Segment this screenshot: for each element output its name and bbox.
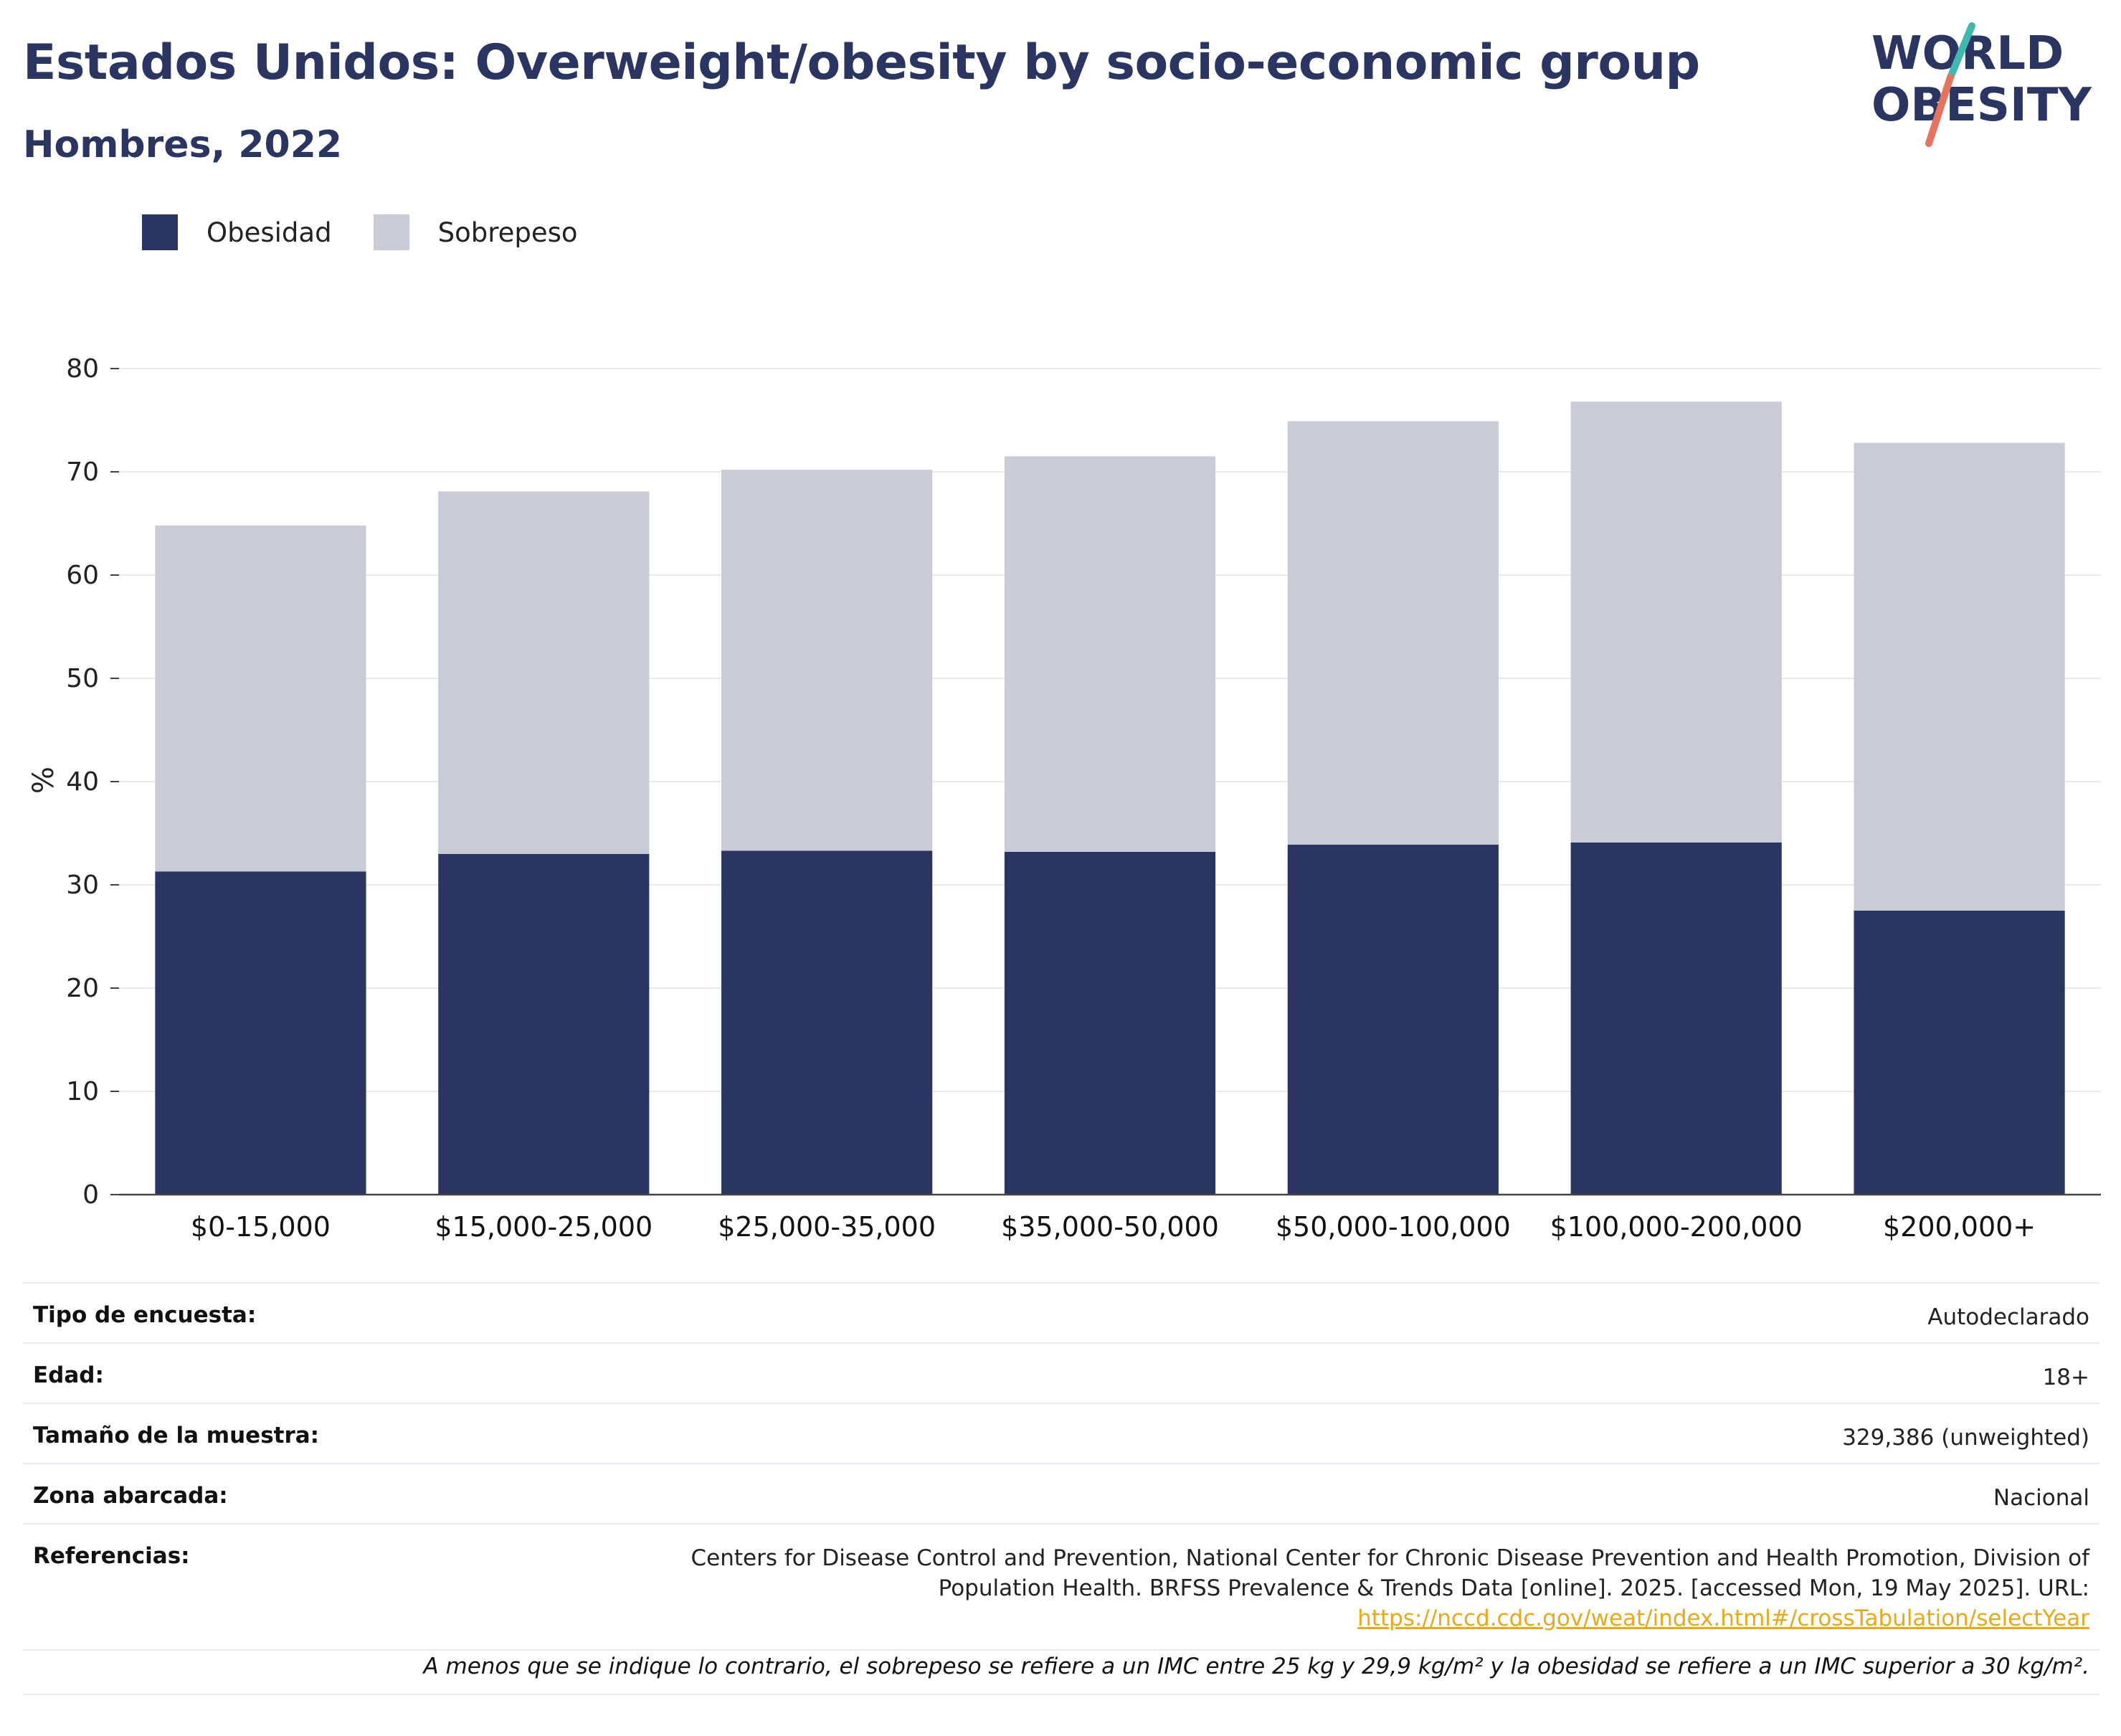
meta-label: Zona abarcada: [33,1483,228,1509]
meta-value: Nacional [1993,1485,2089,1511]
meta-value: Autodeclarado [1927,1304,2089,1330]
references-text: Centers for Disease Control and Preventi… [691,1543,2090,1633]
y-tick-label: 70 [66,457,99,487]
world-obesity-logo: WORLD OBESITY [1871,22,2092,147]
bar-obesidad-4[interactable] [1287,844,1499,1195]
bar-obesidad-3[interactable] [1004,851,1216,1195]
bar-sobrepeso-0[interactable] [155,525,366,872]
chart-title: Estados Unidos: Overweight/obesity by so… [23,34,1700,91]
meta-label: Tamaño de la muestra: [33,1423,320,1448]
meta-row-references: Referencias: Centers for Disease Control… [23,1524,2099,1651]
x-tick-label: $50,000-100,000 [1276,1211,1511,1243]
y-tick-label: 80 [66,354,99,384]
bar-obesidad-2[interactable] [721,850,933,1195]
meta-row-area: Zona abarcada: Nacional [23,1464,2099,1524]
x-tick-label: $15,000-25,000 [435,1211,653,1243]
logo-line2: OBESITY [1871,79,2092,132]
bar-obesidad-0[interactable] [155,871,366,1195]
meta-value: 18+ [2042,1365,2089,1390]
bar-sobrepeso-5[interactable] [1570,402,1782,843]
x-tick-label: $35,000-50,000 [1001,1211,1219,1243]
meta-row-age: Edad: 18+ [23,1344,2099,1404]
stacked-bar-chart: 0 10 20 30 40 50 60 70 80 $0-15,000 $15,000-25,000… [27,354,2101,1243]
y-tick-label: 50 [66,664,99,693]
legend-swatch-sobrepeso [373,214,409,250]
x-tick-label: $25,000-35,000 [718,1211,936,1243]
meta-label: Tipo de encuesta: [33,1302,257,1328]
logo-slash-bottom [1925,74,1954,147]
meta-value: 329,386 (unweighted) [1842,1425,2089,1451]
meta-row-sample-size: Tamaño de la muestra: 329,386 (unweighte… [23,1404,2099,1464]
y-tick-label: 60 [66,561,99,590]
y-tick-label: 20 [66,974,99,1003]
metadata-table: Tipo de encuesta: Autodeclarado Edad: 18… [23,1282,2099,1651]
y-axis-title: % [27,767,60,794]
bar-sobrepeso-6[interactable] [1854,442,2065,911]
bar-sobrepeso-1[interactable] [438,491,650,854]
references-link[interactable]: https://nccd.cdc.gov/weat/index.html#/cr… [1357,1605,2089,1631]
bars [155,402,2065,1195]
x-tick-label: $0-15,000 [191,1211,331,1243]
y-tick-label: 40 [66,767,99,797]
bar-sobrepeso-4[interactable] [1287,421,1499,845]
chart-legend: Obesidad Sobrepeso [142,212,620,252]
legend-swatch-obesidad [142,214,178,250]
chart-subtitle: Hombres, 2022 [23,123,343,166]
bar-sobrepeso-2[interactable] [721,470,933,851]
meta-label: Referencias: [33,1543,190,1569]
axes: 0 10 20 30 40 50 60 70 80 $0-15,000 $15,000-25,000… [66,354,2101,1243]
references-line-1: Centers for Disease Control and Preventi… [691,1545,2090,1571]
bar-sobrepeso-3[interactable] [1004,456,1216,852]
y-tick-label: 10 [66,1077,99,1106]
bar-obesidad-6[interactable] [1854,911,2065,1195]
logo-slash-top [1947,22,1975,81]
x-tick-label: $100,000-200,000 [1550,1211,1803,1243]
meta-label: Edad: [33,1362,104,1388]
bar-obesidad-5[interactable] [1570,842,1782,1195]
footnote: A menos que se indique lo contrario, el … [23,1638,2099,1695]
bar-obesidad-1[interactable] [438,853,650,1195]
references-line-2: Population Health. BRFSS Prevalence & Tr… [938,1575,2089,1601]
meta-row-survey-type: Tipo de encuesta: Autodeclarado [23,1284,2099,1344]
legend-item-obesidad[interactable]: Obesidad [142,214,332,250]
y-tick-label: 30 [66,871,99,900]
legend-label-sobrepeso: Sobrepeso [437,217,578,248]
y-tick-label: 0 [82,1180,99,1210]
x-tick-label: $200,000+ [1883,1211,2036,1243]
legend-label-obesidad: Obesidad [207,217,332,248]
legend-item-sobrepeso[interactable]: Sobrepeso [373,214,578,250]
